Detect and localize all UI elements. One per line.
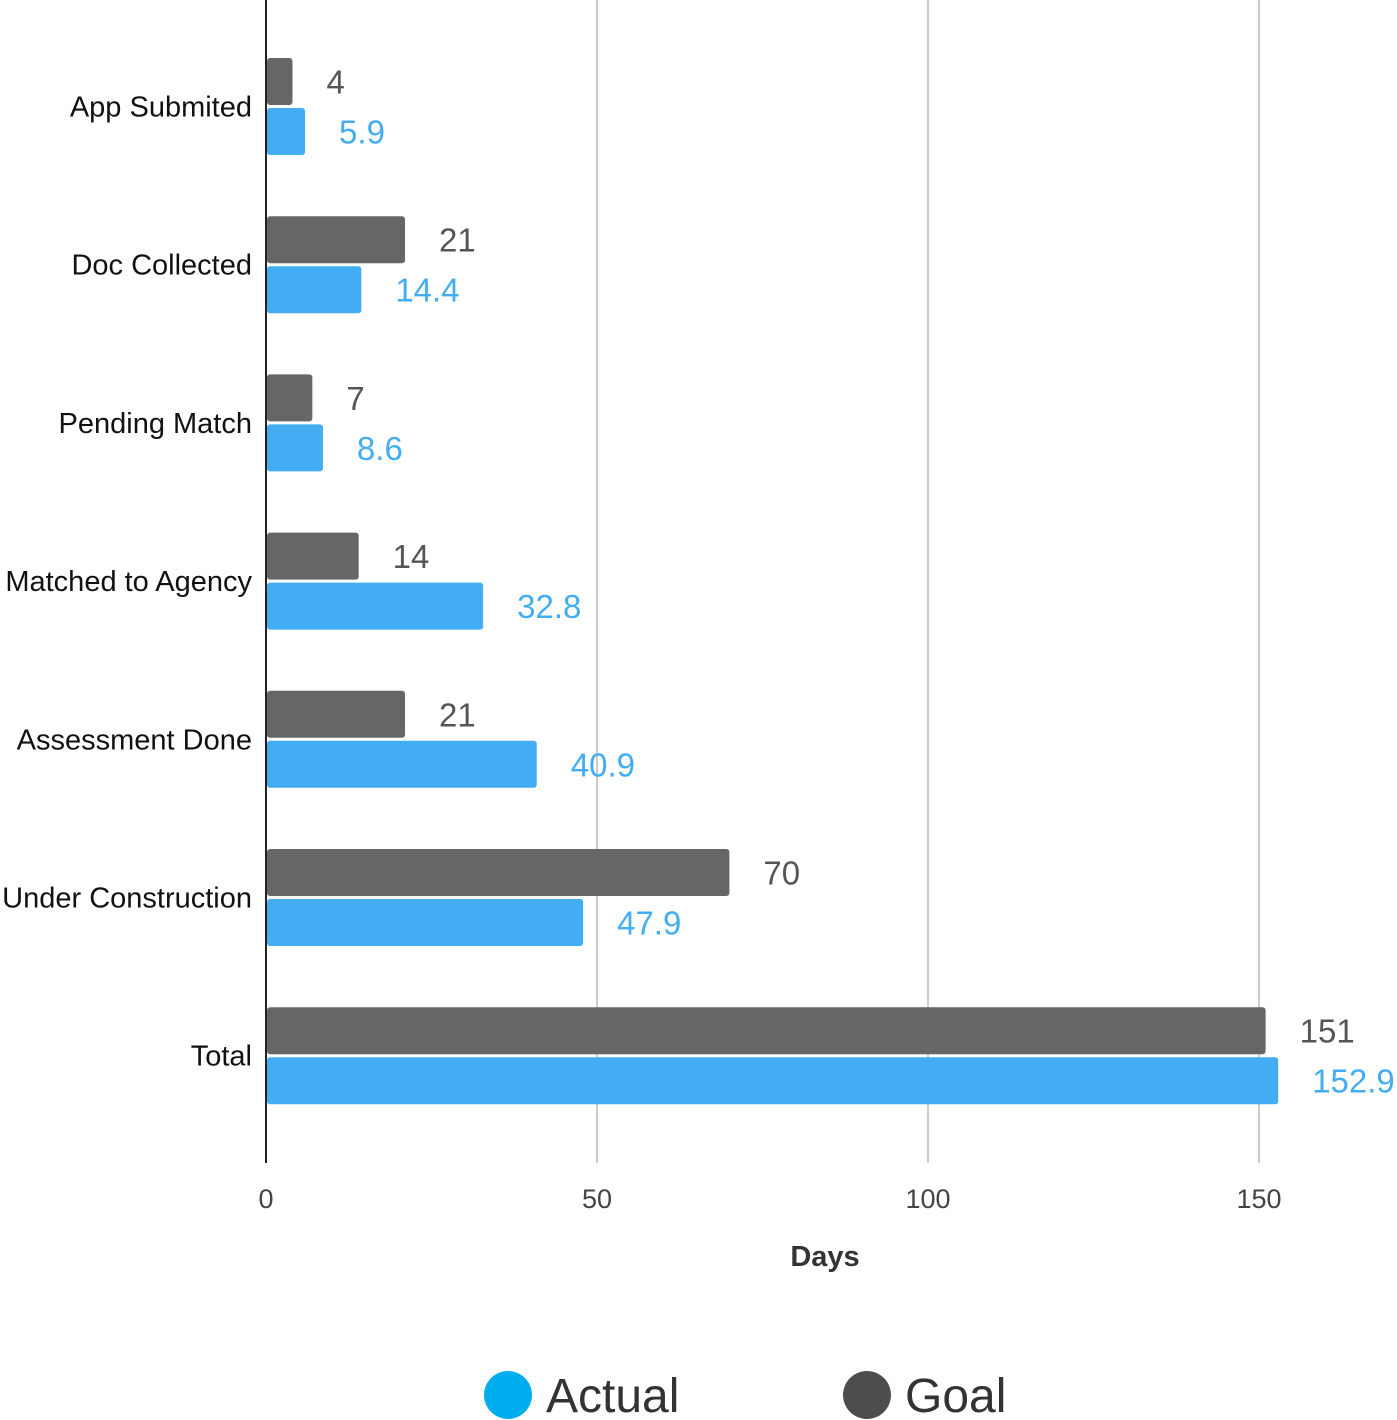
bars <box>267 58 1279 1105</box>
value-label-goal-total: 151 <box>1300 1013 1355 1050</box>
x-axis-ticks: 0 50 100 150 <box>258 1184 1281 1214</box>
bar-actual-under-construction <box>267 899 584 946</box>
value-label-goal-under-construction: 70 <box>763 855 800 892</box>
bar-actual-doc-collected <box>267 266 362 314</box>
value-label-actual-assessment-done: 40.9 <box>571 746 635 783</box>
value-label-goal-assessment-done: 21 <box>439 696 476 733</box>
category-labels: App Submited Doc Collected Pending Match Ma… <box>2 92 252 1073</box>
bar-actual-matched-to-agency <box>267 582 484 630</box>
value-label-actual-pending-match: 8.6 <box>357 430 403 467</box>
x-tick-label-0: 0 <box>258 1184 273 1214</box>
bar-goal-app-submited <box>267 58 293 105</box>
category-label-assessment-done: Assessment Done <box>17 724 252 756</box>
value-label-goal-app-submited: 4 <box>326 64 344 101</box>
legend-label-actual: Actual <box>546 1370 679 1420</box>
x-axis-title: Days <box>790 1241 859 1273</box>
value-label-actual-under-construction: 47.9 <box>617 905 681 942</box>
category-label-app-submited: App Submited <box>70 92 252 124</box>
legend-marker-goal <box>843 1371 891 1419</box>
value-label-actual-app-submited: 5.9 <box>339 114 385 151</box>
bar-actual-app-submited <box>267 108 306 155</box>
bar-goal-assessment-done <box>267 690 406 738</box>
bar-goal-total <box>267 1007 1266 1055</box>
category-label-under-construction: Under Construction <box>2 883 252 915</box>
x-tick-label-150: 150 <box>1236 1184 1281 1214</box>
bar-actual-pending-match <box>267 424 323 472</box>
bar-goal-under-construction <box>267 849 730 896</box>
value-label-actual-matched-to-agency: 32.8 <box>517 588 581 625</box>
category-label-doc-collected: Doc Collected <box>71 250 252 282</box>
legend: Actual Goal <box>484 1370 1006 1420</box>
value-label-goal-matched-to-agency: 14 <box>393 538 430 575</box>
x-tick-label-50: 50 <box>582 1184 612 1214</box>
value-label-goal-doc-collected: 21 <box>439 222 476 259</box>
value-label-actual-doc-collected: 14.4 <box>395 272 459 309</box>
bar-actual-total <box>267 1057 1279 1105</box>
category-label-pending-match: Pending Match <box>59 408 252 440</box>
value-label-goal-pending-match: 7 <box>346 380 364 417</box>
category-label-matched-to-agency: Matched to Agency <box>5 566 252 598</box>
value-label-actual-total: 152.9 <box>1312 1063 1395 1100</box>
value-labels: 4 5.9 21 14.4 7 8.6 14 32.8 21 40.9 70 47.9 151 152.9 <box>326 64 1394 1100</box>
legend-marker-actual <box>484 1371 532 1419</box>
legend-label-goal: Goal <box>905 1370 1006 1420</box>
bar-goal-pending-match <box>267 374 313 422</box>
bar-actual-assessment-done <box>267 740 537 788</box>
x-tick-label-100: 100 <box>905 1184 950 1214</box>
bar-goal-matched-to-agency <box>267 532 359 580</box>
category-label-total: Total <box>191 1041 252 1073</box>
gridlines <box>596 0 1260 1163</box>
bar-goal-doc-collected <box>267 216 406 264</box>
